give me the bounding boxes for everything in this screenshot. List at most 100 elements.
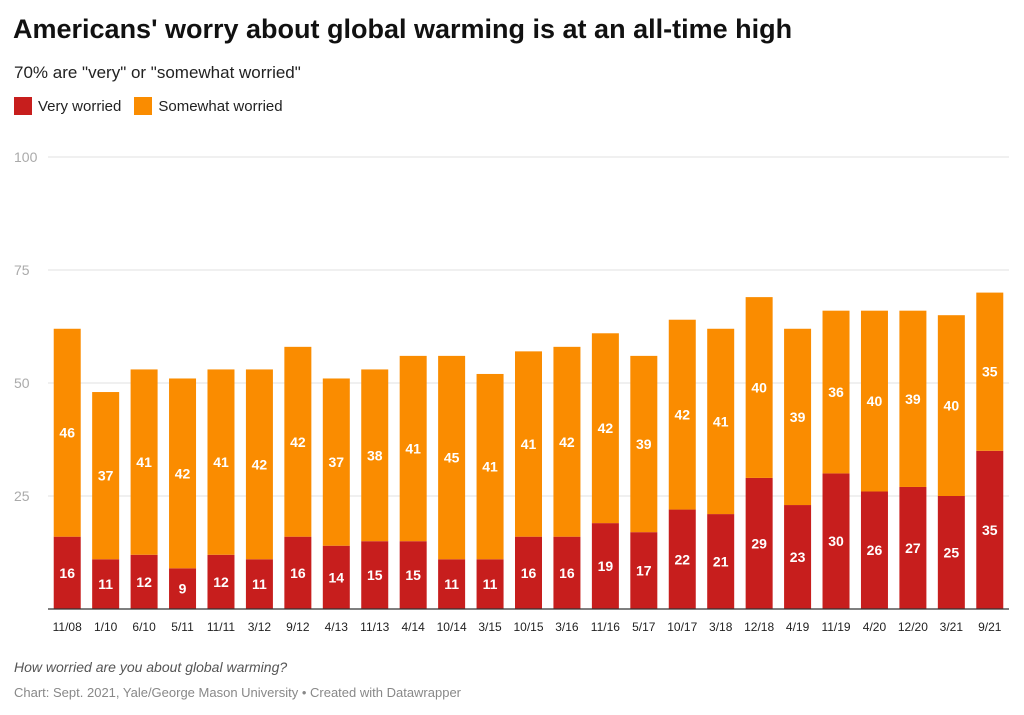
data-label: 37 (329, 454, 345, 470)
bar-somewhat-worried (92, 392, 120, 560)
x-tick-label: 4/19 (786, 620, 810, 634)
data-label: 29 (751, 535, 767, 551)
data-label: 41 (213, 454, 229, 470)
chart-title: Americans' worry about global warming is… (13, 14, 793, 44)
data-label: 22 (674, 551, 690, 567)
x-tick-label: 11/08 (53, 620, 82, 634)
bar-somewhat-worried (553, 346, 581, 537)
bar-very-worried (899, 486, 927, 609)
x-tick-label: 11/13 (360, 620, 389, 634)
bar-very-worried (92, 559, 120, 609)
legend-swatch-very-worried (14, 97, 32, 115)
data-label: 12 (136, 574, 152, 590)
data-label: 26 (867, 542, 883, 558)
bar-very-worried (322, 545, 350, 609)
data-label: 11 (98, 576, 113, 592)
data-label: 9 (179, 581, 187, 597)
bar-very-worried (361, 541, 389, 609)
bar-very-worried (476, 559, 504, 609)
chart-note: How worried are you about global warming… (14, 659, 288, 675)
data-label: 39 (636, 436, 652, 452)
bar-somewhat-worried (130, 369, 158, 555)
y-tick-label: 25 (14, 488, 30, 504)
x-tick-label: 5/17 (632, 620, 656, 634)
x-tick-label: 5/11 (171, 620, 194, 634)
legend: Very worried Somewhat worried (14, 97, 296, 115)
bar-somewhat-worried (937, 315, 965, 496)
bar-somewhat-worried (169, 378, 197, 569)
y-tick-label: 100 (14, 149, 38, 165)
data-label: 37 (98, 468, 114, 484)
x-tick-label: 9/12 (286, 620, 310, 634)
data-label: 42 (175, 465, 191, 481)
bar-very-worried (937, 496, 965, 609)
bar-very-worried (553, 536, 581, 609)
data-label: 16 (521, 565, 537, 581)
data-label: 40 (944, 398, 960, 414)
bar-somewhat-worried (822, 310, 850, 474)
data-label: 41 (482, 459, 498, 475)
bar-very-worried (630, 532, 658, 609)
data-label: 23 (790, 549, 806, 565)
data-label: 46 (59, 425, 75, 441)
data-label: 39 (905, 391, 921, 407)
legend-item-very-worried: Very worried (14, 97, 121, 115)
data-label: 11 (483, 576, 498, 592)
bar-somewhat-worried (976, 292, 1004, 451)
bar-very-worried (130, 554, 158, 609)
bar-very-worried (207, 554, 235, 609)
data-label: 16 (559, 565, 575, 581)
bar-very-worried (284, 536, 312, 609)
data-label: 41 (521, 436, 537, 452)
data-label: 11 (444, 576, 459, 592)
data-label: 30 (828, 533, 844, 549)
x-tick-label: 4/20 (863, 620, 887, 634)
data-label: 39 (790, 409, 806, 425)
data-label: 16 (290, 565, 306, 581)
bar-somewhat-worried (860, 310, 888, 492)
data-label: 42 (559, 434, 575, 450)
data-label: 19 (598, 558, 614, 574)
bar-very-worried (860, 491, 888, 609)
x-tick-label: 4/13 (325, 620, 349, 634)
data-label: 35 (982, 364, 998, 380)
bar-somewhat-worried (899, 310, 927, 487)
data-label: 42 (252, 456, 268, 472)
bar-very-worried (745, 477, 773, 609)
data-label: 27 (905, 540, 921, 556)
data-label: 12 (213, 574, 229, 590)
bar-somewhat-worried (476, 373, 504, 560)
data-label: 15 (405, 567, 421, 583)
data-label: 41 (713, 413, 729, 429)
x-tick-label: 3/21 (940, 620, 964, 634)
data-label: 25 (944, 545, 960, 561)
bar-somewhat-worried (784, 328, 812, 506)
bar-somewhat-worried (207, 369, 235, 555)
bar-very-worried (822, 473, 850, 609)
bar-somewhat-worried (245, 369, 273, 560)
bar-somewhat-worried (707, 328, 735, 515)
bar-very-worried (53, 536, 81, 609)
bar-somewhat-worried (515, 351, 542, 537)
bar-somewhat-worried (322, 378, 350, 546)
legend-label-somewhat-worried: Somewhat worried (158, 97, 283, 115)
x-tick-label: 3/15 (478, 620, 502, 634)
data-label: 16 (59, 565, 75, 581)
bar-very-worried (438, 559, 466, 609)
x-tick-label: 9/21 (978, 620, 1002, 634)
legend-item-somewhat-worried: Somewhat worried (134, 97, 283, 115)
data-label: 36 (828, 384, 844, 400)
data-label: 14 (329, 569, 345, 585)
legend-label-very-worried: Very worried (38, 97, 122, 115)
x-tick-label: 6/10 (132, 620, 156, 634)
bar-somewhat-worried (630, 355, 658, 533)
bar-somewhat-worried (53, 328, 81, 537)
x-tick-label: 3/18 (709, 620, 733, 634)
x-tick-label: 4/14 (402, 620, 426, 634)
bar-very-worried (169, 568, 197, 609)
chart-subtitle: 70% are "very" or "somewhat worried" (14, 63, 301, 82)
bar-somewhat-worried (438, 355, 466, 560)
data-label: 42 (674, 407, 690, 423)
x-tick-label: 3/12 (248, 620, 272, 634)
bar-somewhat-worried (668, 319, 696, 510)
